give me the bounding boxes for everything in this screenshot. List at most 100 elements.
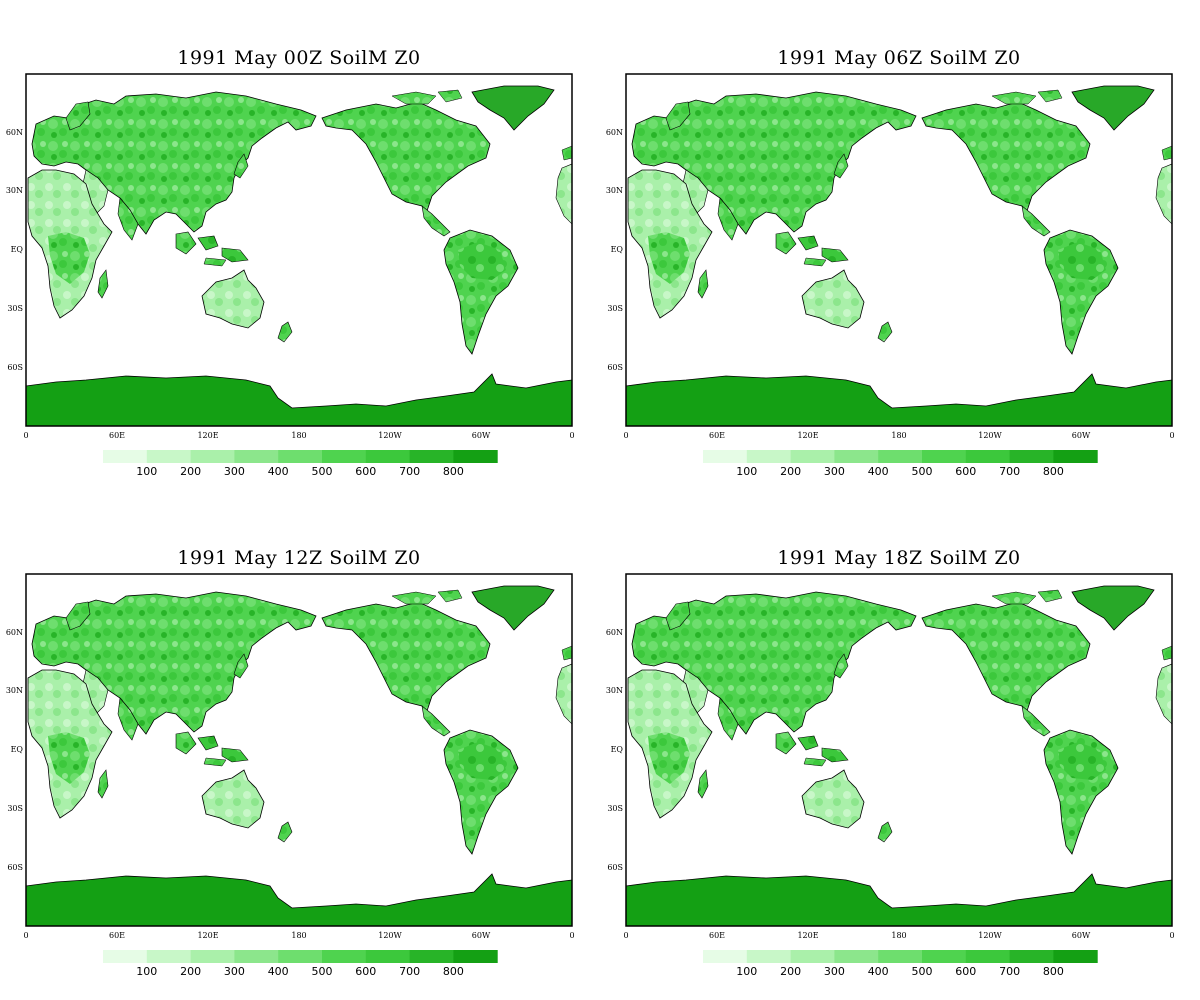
colorbar: 100 200 300 400 500 600 700 800 <box>103 450 498 478</box>
colorbar-swatch <box>878 950 923 963</box>
colorbar-swatch <box>146 950 192 963</box>
colorbar-label: 600 <box>355 965 376 978</box>
map-frame <box>625 73 1173 427</box>
map-area <box>625 573 1173 927</box>
colorbar-swatch <box>322 950 367 963</box>
colorbar-swatch <box>703 950 748 963</box>
x-tick-label: 120E <box>197 431 218 440</box>
colorbar-swatch <box>453 450 498 463</box>
colorbar-swatch <box>965 950 1011 963</box>
colorbar-swatch <box>103 950 148 963</box>
colorbar-label: 800 <box>1043 465 1064 478</box>
colorbar-label: 500 <box>912 965 933 978</box>
colorbar-label: 100 <box>736 965 757 978</box>
x-tick-label: 180 <box>891 931 906 940</box>
colorbar-swatch <box>146 450 192 463</box>
panel-title: 1991 May 00Z SoilM Z0 <box>177 47 420 69</box>
colorbar-label: 100 <box>136 965 157 978</box>
x-tick-label: 60W <box>1072 431 1091 440</box>
panel-title: 1991 May 12Z SoilM Z0 <box>177 547 420 569</box>
y-tick-label: 30S <box>7 804 23 813</box>
colorbar-swatch <box>878 450 923 463</box>
y-tick-label: 30N <box>6 686 23 695</box>
map-frame <box>25 73 573 427</box>
x-tick-label: 0 <box>623 931 628 940</box>
x-tick-label: 0 <box>569 431 574 440</box>
x-tick-label: 0 <box>623 431 628 440</box>
x-tick-label: 120W <box>978 931 1002 940</box>
x-tick-label: 180 <box>291 931 306 940</box>
y-tick-label: 60S <box>7 863 23 872</box>
colorbar: 100 200 300 400 500 600 700 800 <box>703 450 1098 478</box>
x-tick-label: 120W <box>378 931 402 940</box>
colorbar-swatch <box>922 450 967 463</box>
y-tick-label: 60S <box>7 363 23 372</box>
colorbar-label: 600 <box>955 465 976 478</box>
colorbar-label: 400 <box>868 965 889 978</box>
colorbar-label: 400 <box>268 465 289 478</box>
colorbar-swatch <box>409 950 454 963</box>
y-tick-label: 60N <box>606 128 623 137</box>
colorbar-swatch <box>190 450 235 463</box>
y-tick-label: 30S <box>7 304 23 313</box>
colorbar-label: 800 <box>443 965 464 978</box>
map-area <box>625 73 1173 427</box>
x-tick-label: 0 <box>23 931 28 940</box>
x-tick-label: 120W <box>978 431 1002 440</box>
map-area <box>25 73 573 427</box>
y-tick-label: EQ <box>11 245 24 254</box>
panel-title: 1991 May 18Z SoilM Z0 <box>777 547 1020 569</box>
colorbar-label: 600 <box>355 465 376 478</box>
colorbar: 100 200 300 400 500 600 700 800 <box>103 950 498 978</box>
x-tick-label: 120E <box>797 931 818 940</box>
y-tick-label: 30N <box>6 186 23 195</box>
colorbar-swatch <box>922 950 967 963</box>
x-tick-label: 0 <box>1169 931 1174 940</box>
x-tick-label: 60E <box>109 431 125 440</box>
colorbar-label: 800 <box>443 465 464 478</box>
colorbar-label: 800 <box>1043 965 1064 978</box>
colorbar-swatch <box>190 950 235 963</box>
colorbar-label: 700 <box>399 465 420 478</box>
colorbar-swatch <box>834 450 879 463</box>
x-tick-label: 60W <box>472 431 491 440</box>
y-tick-label: EQ <box>11 745 24 754</box>
map-panel-1: 1991 May 00Z SoilM Z0 0 60E 120E 180 120W 60W 0… <box>6 47 575 478</box>
x-tick-label: 60E <box>109 931 125 940</box>
x-tick-label: 0 <box>1169 431 1174 440</box>
x-tick-label: 0 <box>569 931 574 940</box>
colorbar-swatch <box>834 950 879 963</box>
y-tick-label: 30S <box>607 804 623 813</box>
colorbar-swatch <box>234 950 279 963</box>
colorbar-label: 700 <box>399 965 420 978</box>
colorbar-swatch <box>965 450 1011 463</box>
x-tick-label: 60E <box>709 931 725 940</box>
y-tick-label: EQ <box>611 745 624 754</box>
colorbar-swatch <box>1053 450 1098 463</box>
x-tick-label: 60W <box>1072 931 1091 940</box>
colorbar-label: 700 <box>999 965 1020 978</box>
colorbar-swatch <box>278 950 323 963</box>
y-tick-label: 60N <box>606 628 623 637</box>
colorbar-swatch <box>703 450 748 463</box>
colorbar: 100 200 300 400 500 600 700 800 <box>703 950 1098 978</box>
map-frame <box>25 573 573 927</box>
x-tick-label: 120E <box>797 431 818 440</box>
colorbar-swatch <box>365 450 411 463</box>
colorbar-label: 200 <box>780 465 801 478</box>
colorbar-label: 200 <box>180 965 201 978</box>
colorbar-label: 700 <box>999 465 1020 478</box>
colorbar-label: 300 <box>824 465 845 478</box>
colorbar-label: 500 <box>312 965 333 978</box>
x-tick-label: 180 <box>291 431 306 440</box>
colorbar-label: 400 <box>268 965 289 978</box>
map-panel-3: 1991 May 12Z SoilM Z0 0 60E 120E 180 120W 60W 0… <box>6 547 575 978</box>
colorbar-swatch <box>790 950 835 963</box>
x-tick-label: 0 <box>23 431 28 440</box>
colorbar-swatch <box>790 450 835 463</box>
panel-title: 1991 May 06Z SoilM Z0 <box>777 47 1020 69</box>
colorbar-swatch <box>103 450 148 463</box>
colorbar-swatch <box>234 450 279 463</box>
x-tick-label: 60W <box>472 931 491 940</box>
y-tick-label: 30N <box>606 186 623 195</box>
